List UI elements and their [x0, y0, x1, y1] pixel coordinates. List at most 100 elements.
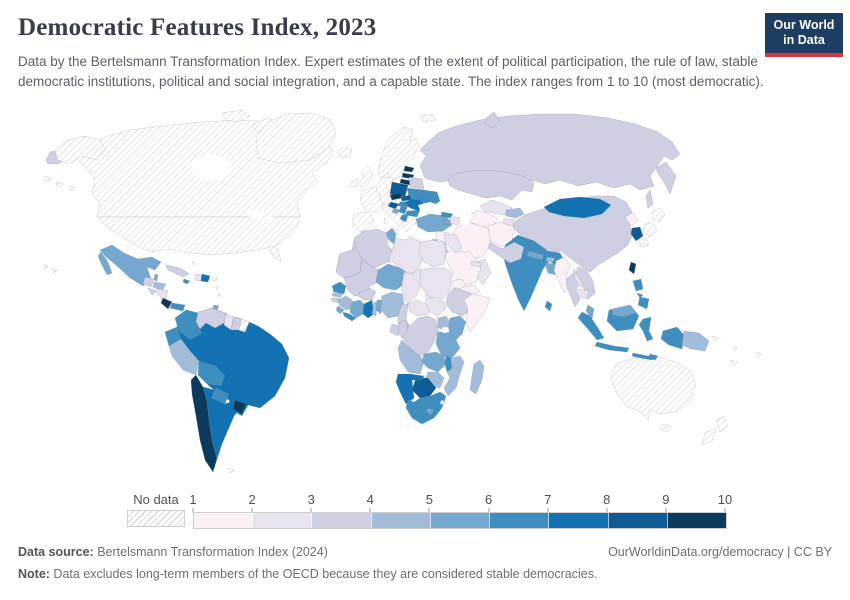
country-moldova[interactable]: [426, 193, 435, 202]
country-bhutan[interactable]: [545, 256, 556, 263]
country-panama[interactable]: [169, 302, 186, 312]
country-azerbaijan[interactable]: [449, 215, 462, 226]
aleutian-islands[interactable]: [43, 175, 77, 192]
country-senegal[interactable]: [331, 281, 347, 295]
legend-bin-5-6[interactable]: [430, 513, 491, 528]
attribution-link[interactable]: OurWorldinData.org/democracy | CC BY: [608, 545, 832, 559]
country-congo[interactable]: [397, 319, 409, 339]
country-tunisia[interactable]: [385, 227, 397, 245]
falkland-islands[interactable]: [227, 467, 235, 474]
country-afghanistan[interactable]: [487, 221, 515, 248]
country-cuba[interactable]: [165, 264, 190, 278]
country-philippines[interactable]: [632, 278, 650, 310]
country-chile[interactable]: [190, 374, 218, 473]
region-albania-macedonia[interactable]: [399, 213, 409, 223]
country-chad[interactable]: [401, 267, 424, 305]
country-gabon[interactable]: [389, 323, 401, 337]
country-madagascar[interactable]: [469, 359, 485, 395]
country-uruguay[interactable]: [232, 399, 247, 415]
country-uae[interactable]: [470, 260, 483, 268]
country-kazakhstan[interactable]: [447, 169, 535, 201]
country-iceland[interactable]: [337, 146, 353, 159]
legend-bin-2-3[interactable]: [253, 513, 313, 528]
country-mongolia[interactable]: [543, 196, 612, 219]
legend-bin-6-7[interactable]: [490, 513, 550, 528]
country-drc[interactable]: [397, 315, 439, 357]
country-united-kingdom[interactable]: [358, 166, 374, 190]
country-taiwan[interactable]: [628, 261, 637, 275]
country-timor-leste[interactable]: [647, 353, 659, 361]
country-mozambique[interactable]: [443, 355, 465, 397]
pacific-islands[interactable]: [711, 335, 763, 366]
country-egypt[interactable]: [418, 239, 447, 268]
country-nepal[interactable]: [526, 250, 545, 261]
svalbard-islands[interactable]: [419, 113, 437, 123]
country-guatemala[interactable]: [142, 276, 155, 288]
country-armenia[interactable]: [442, 218, 452, 226]
country-south-sudan[interactable]: [425, 293, 447, 317]
country-eritrea[interactable]: [451, 278, 467, 290]
legend-bin-4-5[interactable]: [371, 513, 431, 528]
legend-bin-9-10[interactable]: [667, 513, 726, 528]
country-uganda[interactable]: [437, 315, 451, 331]
country-bolivia[interactable]: [197, 360, 226, 387]
country-turkmenistan[interactable]: [467, 209, 499, 229]
country-lesotho[interactable]: [425, 407, 435, 416]
country-benin[interactable]: [375, 299, 383, 315]
country-australia[interactable]: [610, 355, 697, 433]
country-pakistan[interactable]: [487, 241, 525, 264]
country-vietnam[interactable]: [574, 266, 596, 300]
country-greenland[interactable]: [255, 112, 337, 164]
country-tanzania[interactable]: [435, 331, 461, 359]
country-belize[interactable]: [153, 273, 159, 282]
country-gambia[interactable]: [331, 292, 343, 298]
country-japan[interactable]: [638, 207, 666, 248]
hawaii-islands[interactable]: [43, 263, 58, 274]
country-new-zealand[interactable]: [701, 415, 729, 446]
country-eswatini[interactable]: [439, 399, 446, 406]
country-bosnia[interactable]: [391, 207, 401, 215]
country-sudan[interactable]: [419, 267, 453, 301]
country-estonia[interactable]: [403, 165, 415, 173]
country-peru[interactable]: [168, 338, 200, 376]
country-libya[interactable]: [387, 237, 425, 275]
country-paraguay[interactable]: [211, 387, 230, 405]
territory-french-guiana[interactable]: [238, 318, 250, 333]
country-guinea-bissau[interactable]: [330, 297, 341, 304]
country-malaysia[interactable]: [585, 304, 637, 320]
country-kyrgyzstan[interactable]: [505, 207, 525, 219]
country-togo[interactable]: [371, 301, 378, 317]
country-somalia[interactable]: [463, 293, 491, 333]
country-bahamas[interactable]: [191, 260, 197, 267]
legend-bin-7-8[interactable]: [549, 513, 609, 528]
legend-bin-1-2[interactable]: [194, 513, 254, 528]
country-iraq[interactable]: [443, 233, 463, 254]
country-ghana[interactable]: [362, 299, 375, 319]
region-scandinavia[interactable]: [377, 126, 420, 182]
country-sierra-leone[interactable]: [335, 305, 345, 315]
legend-bin-8-9[interactable]: [608, 513, 668, 528]
country-angola[interactable]: [397, 339, 425, 375]
country-colombia[interactable]: [174, 309, 203, 341]
legend-no-data-swatch[interactable]: [127, 510, 185, 527]
country-cambodia[interactable]: [577, 288, 590, 300]
country-georgia[interactable]: [440, 211, 454, 219]
country-bulgaria[interactable]: [405, 209, 421, 218]
country-papua-new-guinea[interactable]: [681, 330, 710, 352]
country-ireland[interactable]: [349, 178, 359, 188]
country-el-salvador[interactable]: [147, 287, 158, 296]
lesser-antilles[interactable]: [215, 285, 222, 298]
country-sri-lanka[interactable]: [544, 300, 553, 312]
country-venezuela[interactable]: [195, 307, 229, 330]
country-north-korea[interactable]: [624, 211, 639, 227]
country-zambia[interactable]: [421, 351, 447, 373]
country-costa-rica[interactable]: [160, 297, 173, 310]
country-south-korea[interactable]: [630, 226, 644, 242]
country-turkey[interactable]: [415, 213, 453, 233]
legend-bin-3-4[interactable]: [312, 513, 372, 528]
country-jamaica[interactable]: [182, 278, 191, 285]
country-mexico[interactable]: [97, 244, 162, 287]
country-namibia[interactable]: [395, 373, 425, 405]
owid-logo[interactable]: Our World in Data: [765, 13, 843, 57]
country-puerto-rico[interactable]: [211, 276, 219, 282]
